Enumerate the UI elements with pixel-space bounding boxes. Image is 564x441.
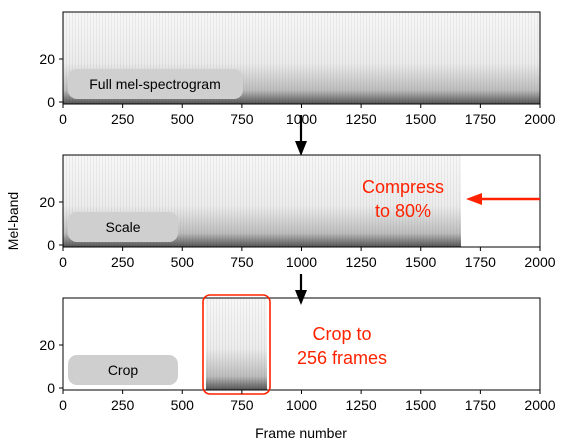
x-tick-label: 1250 (346, 397, 377, 413)
y-tick-label: 0 (47, 237, 55, 253)
y-tick-label: 20 (39, 51, 55, 67)
panel-crop: Crop Crop to 256 frames 0 20 0 250 500 750 10… (39, 294, 556, 413)
panel-scale: Scale Compress to 80% 0 20 0 250 500 750 1000… (39, 154, 556, 270)
y-tick-label: 20 (39, 194, 55, 210)
x-tick-label: 1500 (405, 397, 436, 413)
spectrogram-crop-texture (206, 298, 267, 390)
y-ticks-full: 0 20 (39, 51, 63, 110)
x-tick-label: 2000 (524, 254, 555, 270)
x-tick-label: 1750 (465, 111, 496, 127)
x-tick-label: 0 (59, 254, 67, 270)
down-arrow-2 (295, 274, 307, 305)
x-tick-label: 1500 (405, 111, 436, 127)
x-tick-label: 2000 (524, 397, 555, 413)
label-crop: Crop (108, 362, 139, 378)
x-ticks-scale: 0 250 500 750 1000 1250 1500 1750 2000 (59, 247, 556, 270)
x-tick-label: 750 (230, 397, 254, 413)
x-tick-label: 1250 (346, 254, 377, 270)
label-box-full (68, 69, 243, 99)
panel-full: Full mel-spectrogram 020 025050075010001… (39, 11, 556, 127)
crop-highlight-box (202, 294, 271, 395)
x-tick-label: 1750 (465, 254, 496, 270)
x-tick-label: 250 (111, 254, 135, 270)
annotation-compress-line2: to 80% (375, 201, 431, 221)
annotation-compress-line1: Compress (362, 177, 444, 197)
x-tick-label: 250 (111, 111, 135, 127)
x-tick-label: 1250 (346, 111, 377, 127)
x-tick-label: 250 (111, 397, 135, 413)
y-axis-label: Mel-band (5, 192, 21, 250)
label-box-crop (68, 355, 178, 385)
x-tick-label: 750 (230, 111, 254, 127)
y-tick-label: 0 (47, 380, 55, 396)
x-axis-label: Frame number (255, 425, 347, 441)
annotation-crop-line2: 256 frames (297, 348, 387, 368)
down-arrow-1 (295, 115, 307, 156)
annotation-crop-line1: Crop to (312, 324, 371, 344)
x-tick-label: 500 (171, 254, 195, 270)
x-ticks-crop: 0 250 500 750 1000 1250 1500 1750 2000 (59, 390, 556, 413)
y-tick-label: 0 (47, 94, 55, 110)
y-tick-label: 20 (39, 337, 55, 353)
label-scale: Scale (105, 219, 140, 235)
y-ticks-scale: 0 20 (39, 194, 63, 253)
x-tick-label: 0 (59, 111, 67, 127)
label-box-scale (68, 212, 178, 242)
x-tick-label: 1000 (286, 254, 317, 270)
y-ticks-crop: 0 20 (39, 337, 63, 396)
x-tick-label: 1000 (286, 397, 317, 413)
compress-arrow (466, 193, 540, 205)
x-tick-label: 1750 (465, 397, 496, 413)
x-tick-label: 2000 (524, 111, 555, 127)
x-tick-label: 500 (171, 397, 195, 413)
x-tick-label: 0 (59, 397, 67, 413)
label-full-mel-spectrogram: Full mel-spectrogram (89, 76, 220, 92)
x-tick-label: 500 (171, 111, 195, 127)
x-tick-label: 1500 (405, 254, 436, 270)
x-tick-label: 750 (230, 254, 254, 270)
